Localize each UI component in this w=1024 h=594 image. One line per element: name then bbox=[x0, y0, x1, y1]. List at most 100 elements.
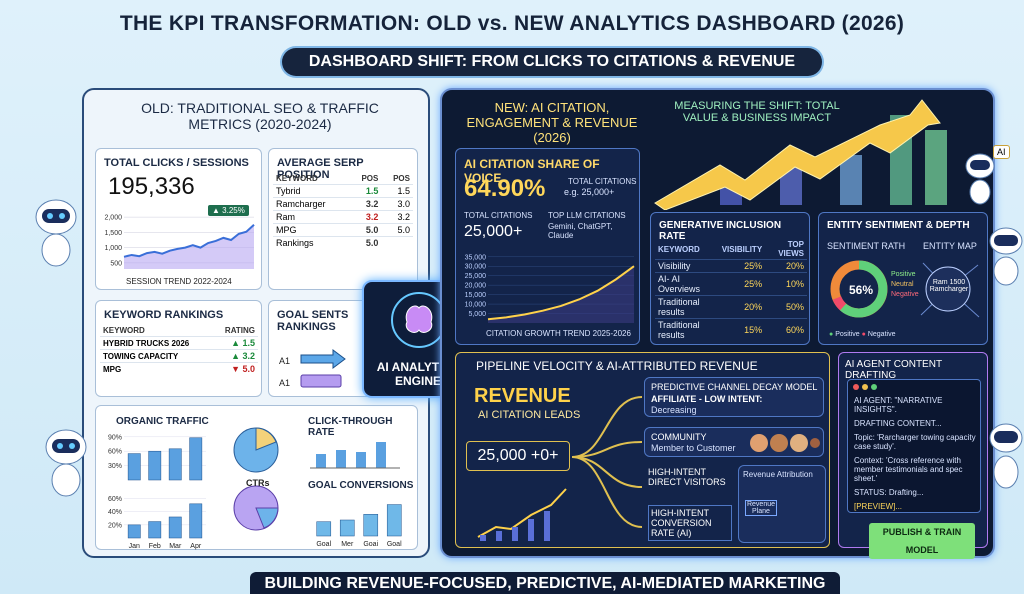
label: AFFILIATE - LOW INTENT: bbox=[651, 394, 763, 404]
rankings-card: KEYWORD RANKINGS KEYWORD RATING HYBRID TRU… bbox=[95, 300, 262, 397]
label: Revenue Plane bbox=[745, 500, 777, 516]
session-chart: 2,000 1,500 1,000 500 bbox=[104, 215, 255, 269]
serp-card: AVERAGE SERP POSITION KEYWORD POS POS Tybri… bbox=[268, 148, 418, 290]
engine-label: AI ANALYTICS ENGINE bbox=[376, 360, 460, 388]
card-title: AI CITATION SHARE OF VOICE bbox=[464, 157, 600, 185]
serp-table: KEYWORD POS POS Tybrid 1.5 1.5 Ramcharger 3.2 3.… bbox=[273, 173, 413, 249]
footer-banner: BUILDING REVENUE-FOCUSED, PREDICTIVE, AI… bbox=[250, 572, 840, 594]
column-header: POS bbox=[393, 174, 410, 183]
y-tick-label: 5,000 bbox=[468, 311, 486, 318]
row: Ram 3.2 3.2 bbox=[273, 210, 413, 224]
publish-button[interactable]: PUBLISH & TRAIN MODEL bbox=[869, 523, 975, 559]
entity: Ram 1500 Ramcharger bbox=[929, 279, 969, 293]
sov-card: AI CITATION SHARE OF VOICE 64.90% TOTAL … bbox=[455, 148, 640, 345]
card-title: GENERATIVE INCLUSION RATE bbox=[659, 220, 782, 242]
badge: ▲ 3.25% bbox=[208, 205, 249, 216]
bar bbox=[168, 448, 182, 481]
label: TOP LLM CITATIONS bbox=[548, 211, 626, 220]
x-tick-label: Goal bbox=[316, 541, 331, 548]
y-tick-label: 60% bbox=[108, 496, 122, 503]
window-dots bbox=[853, 384, 877, 390]
cell: 3.2 bbox=[365, 199, 379, 209]
bar bbox=[148, 521, 162, 539]
row: TOWING CAPACITY ▲ 3.2 bbox=[100, 349, 258, 363]
y-tick-label: 20% bbox=[108, 522, 122, 529]
title: THE KPI TRANSFORMATION: OLD vs. NEW ANAL… bbox=[119, 12, 905, 35]
bar bbox=[148, 450, 162, 481]
row: Ramcharger 3.2 3.0 bbox=[273, 197, 413, 211]
line bbox=[123, 224, 255, 258]
cell: Traditional results bbox=[658, 297, 700, 317]
growth-arrow bbox=[654, 99, 947, 210]
header-row: KEYWORD VISIBILITY TOP VIEWS bbox=[655, 239, 807, 260]
cell: 5.0 bbox=[365, 225, 379, 235]
cell: 25% bbox=[744, 261, 763, 271]
column-header: KEYWORD bbox=[658, 244, 700, 254]
cell: TOWING CAPACITY bbox=[103, 351, 179, 361]
cell: 5.0 bbox=[397, 225, 410, 235]
y-tick-label: 40% bbox=[108, 509, 122, 516]
card-title: GOAL SENTS RANKINGS bbox=[277, 309, 349, 333]
cell: MPG bbox=[103, 364, 122, 374]
robot bbox=[989, 423, 1023, 489]
citation-chart: 35,000 30,000 25,000 20,000 15,000 10,000 5,00… bbox=[465, 254, 635, 323]
column-header: POS bbox=[361, 174, 379, 183]
header-row: KEYWORD RATING bbox=[100, 325, 258, 337]
y-tick-label: 30% bbox=[108, 463, 122, 470]
column-header: KEYWORD bbox=[103, 326, 145, 335]
goal-label: A1 bbox=[279, 356, 291, 366]
legend: Neutral bbox=[891, 281, 914, 288]
revenue: REVENUE bbox=[474, 385, 571, 407]
cell: ▲ 1.5 bbox=[231, 338, 255, 348]
traffic-card: ORGANIC TRAFFIC 90% 60% 30% 60% 40% 20% Jan Feb… bbox=[95, 405, 418, 550]
legend-text: Positive bbox=[835, 331, 860, 338]
card-title: TOTAL CLICKS / SESSIONS bbox=[104, 157, 249, 169]
agent-line: STATUS: Drafting... bbox=[854, 488, 924, 497]
x-tick-label: Mer bbox=[341, 541, 354, 548]
bar bbox=[339, 519, 355, 537]
sov-value: 64.90% bbox=[464, 175, 546, 202]
bar-chart: 60% 40% 20% Jan Feb Mar Apr bbox=[108, 496, 206, 550]
x-tick-label: Jan bbox=[129, 543, 140, 550]
total-value: 25,000+ bbox=[464, 223, 523, 240]
llm-list: Gemini, ChatGPT, Claude bbox=[548, 222, 613, 240]
card-title: AI AGENT CONTENT DRAFTING bbox=[845, 359, 942, 381]
agent-line: DRAFTING CONTENT... bbox=[854, 419, 942, 428]
agent-line: AI AGENT: "NARRATIVE INSIGHTS". bbox=[854, 396, 943, 414]
bar bbox=[316, 521, 332, 537]
pipeline-card: PIPELINE VELOCITY & AI-ATTRIBUTED REVENU… bbox=[455, 352, 830, 548]
label: SENTIMENT RATH bbox=[827, 241, 906, 251]
cell: 60% bbox=[785, 325, 804, 335]
cell: MPG bbox=[276, 225, 297, 235]
agent-window: AI AGENT: "NARRATIVE INSIGHTS". DRAFTING … bbox=[847, 379, 981, 513]
legend: Positive bbox=[891, 271, 916, 278]
cell: Rankings bbox=[276, 238, 314, 248]
leads: AI CITATION LEADS bbox=[478, 409, 581, 421]
avatars bbox=[750, 434, 820, 452]
y-tick-label: 2,000 bbox=[104, 215, 122, 222]
y-tick-label: 1,500 bbox=[104, 230, 122, 237]
attribution-box: Revenue Attribution Revenue Plane bbox=[738, 465, 826, 543]
goal-arrows bbox=[300, 349, 346, 388]
cell: Ramcharger bbox=[276, 199, 326, 209]
label: PREDICTIVE CHANNEL DECAY MODEL bbox=[651, 382, 818, 392]
x-tick-label: Goal bbox=[387, 541, 402, 548]
bar bbox=[127, 453, 141, 481]
label: Decreasing bbox=[651, 405, 697, 415]
cell: Visibility bbox=[658, 261, 691, 271]
rankings-table: KEYWORD RATING HYBRID TRUCKS 2026 ▲ 1.5 TOWI… bbox=[100, 325, 258, 375]
y-tick-label: 35,000 bbox=[465, 254, 487, 261]
row: MPG 5.0 5.0 bbox=[273, 223, 413, 237]
area bbox=[488, 266, 634, 323]
community-box: COMMUNITY Member to Customer bbox=[644, 427, 824, 457]
ctr-pies bbox=[233, 427, 279, 531]
label: e.g. 25,000+ bbox=[564, 187, 615, 197]
y-tick-label: 90% bbox=[108, 434, 122, 441]
bar bbox=[189, 437, 203, 481]
y-tick-label: 60% bbox=[108, 449, 122, 456]
leads-value: 25,000 +0+ bbox=[466, 441, 570, 471]
cell: 20% bbox=[744, 302, 763, 312]
y-tick-label: 25,000 bbox=[465, 273, 487, 280]
column-header: VISIBILITY bbox=[721, 244, 763, 254]
